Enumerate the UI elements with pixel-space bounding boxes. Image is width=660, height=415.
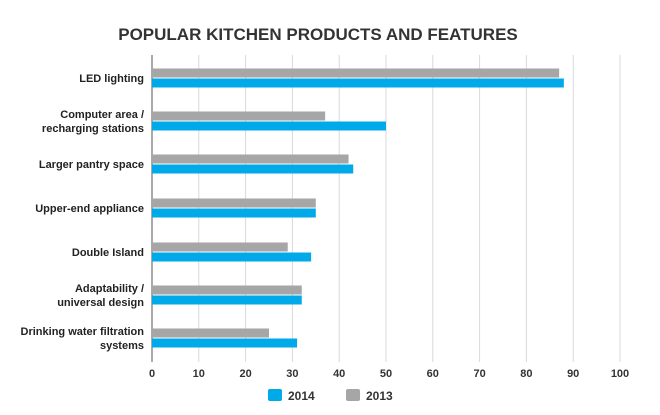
bar-2013	[152, 242, 288, 252]
category-label: Computer area /	[60, 109, 144, 121]
bar-2013	[152, 328, 269, 338]
x-tick-label: 30	[286, 368, 298, 380]
bar-2014	[152, 252, 312, 262]
x-tick-label: 50	[380, 368, 392, 380]
x-tick-label: 80	[520, 368, 532, 380]
category-label: Adaptability /	[75, 283, 144, 295]
legend-label-2014: 2014	[288, 389, 315, 403]
x-tick-label: 100	[611, 368, 629, 380]
legend-swatch-2013	[346, 389, 360, 401]
category-labels: LED lighting Computer area / recharging st…	[21, 73, 145, 352]
bar-2014	[152, 338, 298, 348]
legend-swatch-2014	[268, 389, 282, 401]
category-label: systems	[100, 340, 144, 352]
chart-title: POPULAR KITCHEN PRODUCTS AND FEATURES	[118, 25, 518, 44]
category-label: universal design	[57, 297, 144, 309]
legend: 2014 2013	[268, 389, 393, 403]
x-tick-label: 90	[567, 368, 579, 380]
bar-2014	[152, 78, 564, 88]
category-label: LED lighting	[79, 73, 144, 85]
category-label: recharging stations	[42, 123, 144, 135]
bar-2013	[152, 68, 560, 78]
bars	[152, 68, 564, 348]
x-tick-label: 40	[333, 368, 345, 380]
category-label: Drinking water filtration	[21, 326, 145, 338]
bar-2013	[152, 285, 302, 295]
category-label: Upper-end appliance	[35, 203, 144, 215]
x-tick-label: 60	[427, 368, 439, 380]
x-tick-label: 20	[239, 368, 251, 380]
bar-2014	[152, 164, 354, 174]
x-axis-ticks: 0 10 20 30 40 50 60 70 80 90 100	[149, 368, 629, 380]
category-label: Larger pantry space	[39, 159, 144, 171]
bar-2014	[152, 295, 302, 305]
bar-2013	[152, 154, 349, 164]
x-tick-label: 70	[473, 368, 485, 380]
grid-lines	[151, 55, 621, 362]
legend-label-2013: 2013	[366, 389, 393, 403]
bar-2013	[152, 198, 316, 208]
bar-2014	[152, 208, 316, 218]
x-tick-label: 10	[193, 368, 205, 380]
x-tick-label: 0	[149, 368, 155, 380]
category-label: Double Island	[72, 247, 144, 259]
bar-2014	[152, 121, 386, 131]
bar-2013	[152, 111, 326, 121]
